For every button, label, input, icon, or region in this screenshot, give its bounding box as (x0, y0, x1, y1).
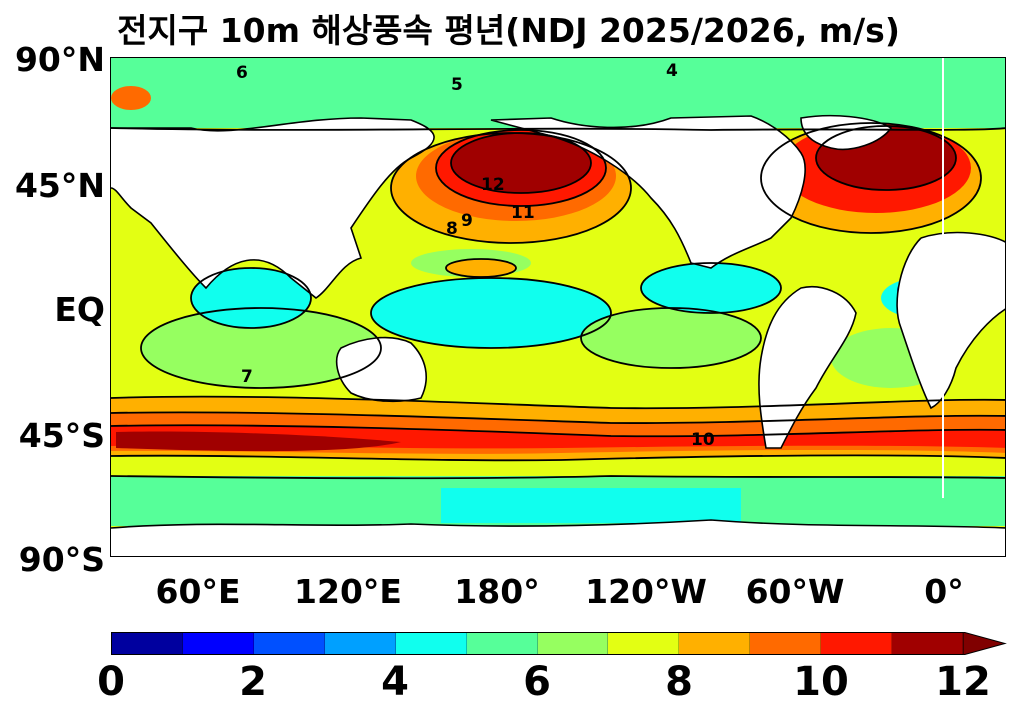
colorbar-segment (112, 633, 183, 654)
colorbar-segment (537, 633, 609, 654)
colorbar (111, 632, 964, 655)
west-pacific-cyan (371, 278, 611, 348)
wind-contours (111, 122, 1005, 480)
arctic-wind-band (111, 58, 1005, 128)
lon-label-0: 0° (924, 572, 964, 611)
colorbar-segment (466, 633, 538, 654)
contour-label: 10 (691, 430, 715, 450)
npac-core (451, 133, 591, 193)
antarctica-landmass (111, 520, 1005, 556)
colorbar-tick: 10 (793, 659, 849, 705)
contour-label: 5 (451, 75, 463, 95)
lon-label-120w: 120°W (585, 572, 707, 611)
colorbar-segment (395, 633, 467, 654)
colorbar-segment (750, 633, 822, 654)
indian-cyan-zone (191, 268, 311, 328)
lon-label-120e: 120°E (294, 572, 402, 611)
north-america-landmass (491, 116, 806, 268)
south-america-landmass (758, 286, 856, 448)
colorbar-segment (182, 633, 254, 654)
lon-label-60w: 60°W (745, 572, 845, 611)
colorbar-tick: 4 (381, 659, 409, 705)
contour-label: 12 (481, 175, 505, 195)
wind-speed-map: 4 5 6 7 8 9 10 11 12 (110, 57, 1006, 557)
lat-label-45s: 45°S (18, 416, 105, 455)
lat-label-90s: 90°S (18, 540, 105, 579)
colorbar-tick: 8 (665, 659, 693, 705)
southern-cyan-band (441, 488, 741, 523)
colorbar-segment (608, 633, 680, 654)
contour-label: 11 (511, 203, 535, 223)
coastlines (111, 114, 1005, 529)
map-canvas: 4 5 6 7 8 9 10 11 12 (111, 58, 1005, 556)
npac-trade-orange (446, 259, 516, 277)
lat-label-equator: EQ (54, 290, 105, 329)
colorbar-segment (253, 633, 325, 654)
barents-orange (111, 86, 151, 110)
colorbar-tick: 0 (97, 659, 125, 705)
lat-label-90n: 90°N (14, 40, 105, 79)
australia-landmass (336, 337, 427, 402)
east-pacific-cyan (641, 263, 781, 313)
contour-label: 7 (241, 367, 253, 387)
colorbar-tick: 12 (935, 659, 991, 705)
contour-label: 8 (446, 219, 458, 239)
central-pacific-green (581, 308, 761, 368)
colorbar-segment (679, 633, 751, 654)
contour-label: 6 (236, 63, 248, 83)
lon-label-180: 180° (454, 572, 540, 611)
africa-landmass (897, 232, 1005, 408)
colorbar-segment (821, 633, 893, 654)
map-title: 전지구 10m 해상풍속 평년(NDJ 2025/2026, m/s) (117, 11, 900, 50)
colorbar-tick: 6 (523, 659, 551, 705)
colorbar-tick: 2 (239, 659, 267, 705)
eurasia-landmass (111, 118, 435, 298)
south-indian-green (141, 308, 381, 388)
colorbar-extend-arrow (963, 632, 1007, 655)
lat-label-45n: 45°N (14, 166, 105, 205)
colorbar-segment (324, 633, 396, 654)
contour-label: 9 (461, 211, 473, 231)
colorbar-segment (892, 633, 964, 654)
contour-label-group: 4 5 6 7 8 9 10 11 12 (236, 61, 715, 450)
lon-label-60e: 60°E (155, 572, 241, 611)
southern-belt-core-indian (116, 431, 401, 452)
contour-label: 4 (666, 61, 678, 81)
